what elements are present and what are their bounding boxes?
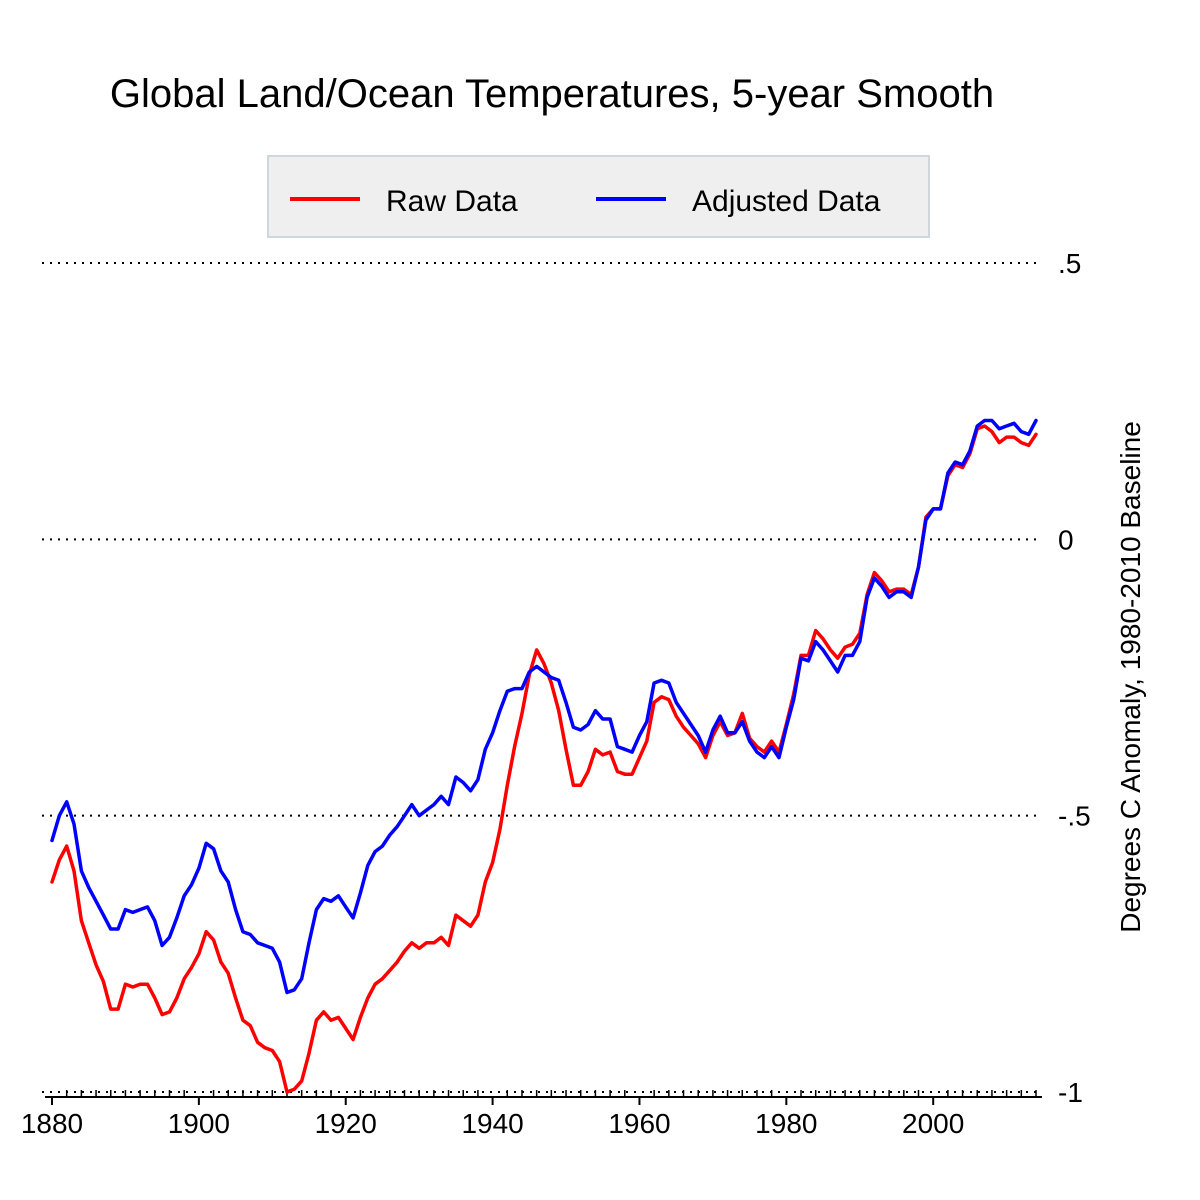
x-axis: 1880 1900 1920 1940 1960 1980 2000 bbox=[21, 1090, 1042, 1139]
y-tick-label: .5 bbox=[1058, 248, 1081, 279]
series-lines bbox=[50, 418, 1038, 1094]
y-tick-label: -.5 bbox=[1058, 801, 1091, 832]
y-axis-label: Degrees C Anomaly, 1980-2010 Baseline bbox=[1115, 421, 1146, 933]
legend-box bbox=[267, 155, 930, 238]
y-tick-labels: .5 0 -.5 -1 bbox=[1058, 248, 1091, 1108]
x-tick-label: 1880 bbox=[21, 1108, 83, 1139]
y-tick-label: 0 bbox=[1058, 524, 1074, 555]
x-tick-label: 2000 bbox=[902, 1108, 964, 1139]
y-tick-label: -1 bbox=[1058, 1077, 1083, 1108]
series-line-raw bbox=[50, 424, 1038, 1094]
x-tick-label: 1920 bbox=[315, 1108, 377, 1139]
chart-title: Global Land/Ocean Temperatures, 5-year S… bbox=[110, 72, 994, 116]
x-tick-label: 1960 bbox=[608, 1108, 670, 1139]
legend: Raw Data Adjusted Data bbox=[267, 155, 930, 238]
series-line-adjusted bbox=[50, 418, 1038, 995]
legend-label-raw: Raw Data bbox=[386, 185, 518, 218]
x-tick-label: 1940 bbox=[461, 1108, 523, 1139]
x-tick-label: 1900 bbox=[168, 1108, 230, 1139]
legend-label-adjusted: Adjusted Data bbox=[692, 185, 881, 218]
x-tick-label: 1980 bbox=[755, 1108, 817, 1139]
